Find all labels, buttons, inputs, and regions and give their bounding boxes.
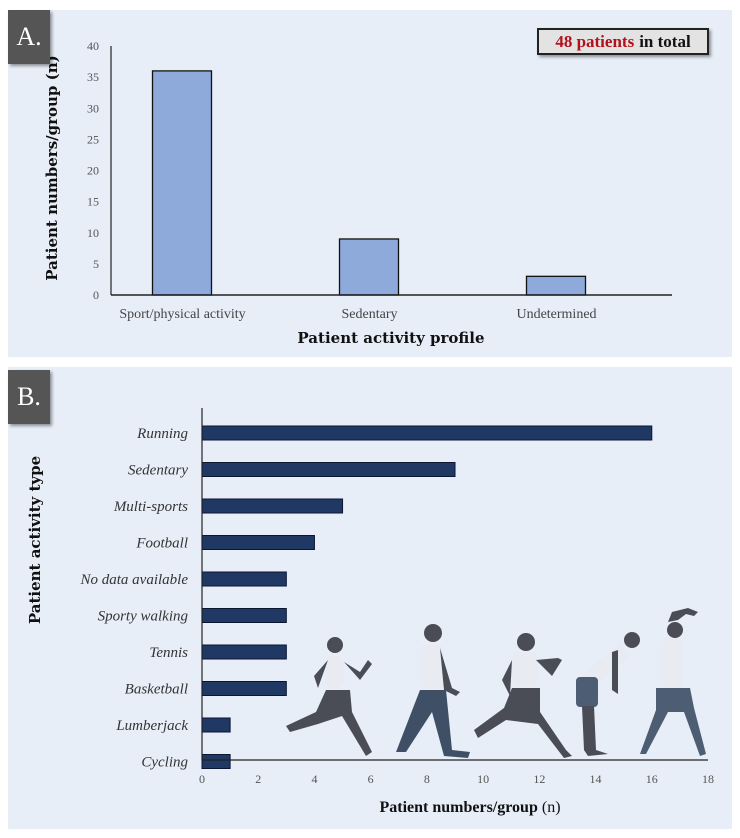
chart-b-xlabel: Patient numbers/group (n) <box>379 799 560 816</box>
chart-b-category-label: Football <box>135 536 188 552</box>
stretching-woman-silhouette <box>640 608 706 756</box>
chart-b-category-label: No data available <box>80 572 189 588</box>
chart-b-xtick-label: 14 <box>590 772 602 786</box>
chart-a-category-label: Undetermined <box>516 307 596 322</box>
panel-a <box>8 10 732 357</box>
chart-b-xtick-label: 10 <box>477 772 489 786</box>
chart-b-bar <box>201 498 344 514</box>
chart-b-category-label: Basketball <box>125 682 188 698</box>
chart-b-category-label: Running <box>136 426 188 442</box>
chart-a-bar <box>338 238 400 296</box>
chart-b-bar <box>201 754 231 769</box>
chart-b-bar <box>201 425 653 441</box>
chart-b-xtick-label: 18 <box>702 772 714 786</box>
chart-b-bar <box>201 462 456 477</box>
chart-a-ytick-label: 5 <box>93 257 99 271</box>
chart-b-bar <box>201 644 287 660</box>
chart-b-xtick-label: 6 <box>368 772 374 786</box>
chart-b-xtick-label: 0 <box>199 772 205 786</box>
chart-a-category-label: Sedentary <box>342 307 398 322</box>
chart-b-xtick-label: 8 <box>424 772 430 786</box>
chart-b-category-label: Sedentary <box>128 463 188 479</box>
chart-a-ytick-label: 35 <box>87 70 99 84</box>
chart-b-xtick-label: 16 <box>646 772 658 786</box>
chart-a-ytick-label: 25 <box>87 132 99 146</box>
chart-a-ytick-label: 15 <box>87 195 99 209</box>
chart-b-xlabel-unit: (n) <box>542 799 561 816</box>
activity-silhouettes <box>286 608 706 758</box>
chart-a-ytick-label: 30 <box>87 101 99 115</box>
chart-b-ylabel: Patient activity type <box>26 456 44 624</box>
chart-b-category-label: Lumberjack <box>115 718 188 734</box>
chart-b-xtick-label: 12 <box>533 772 545 786</box>
chart-b-bar <box>201 717 231 733</box>
runner-woman-silhouette <box>286 637 372 756</box>
chart-a-bar <box>151 70 213 296</box>
chart-b-bar <box>201 571 287 587</box>
total-patients-box: 48 patients in total <box>537 28 709 55</box>
panel-b-label: B. <box>8 370 50 424</box>
runner-man-silhouette <box>474 633 572 758</box>
bending-man-silhouette <box>576 632 640 756</box>
chart-b-category-label: Tennis <box>149 645 188 661</box>
total-patients-count: 48 patients <box>555 31 635 51</box>
chart-b-xtick-label: 2 <box>255 772 261 786</box>
chart-a-xlabel: Patient activity profile <box>297 329 484 347</box>
chart-a-ylabel: Patient numbers/group (n) <box>43 55 61 280</box>
chart-b-xtick-label: 4 <box>311 772 317 786</box>
chart-b-bar <box>201 535 315 550</box>
chart-b-xlabel-main: Patient numbers/group <box>379 799 537 816</box>
chart-a-category-label: Sport/physical activity <box>119 307 245 322</box>
chart-b-category-label: Multi-sports <box>113 499 188 515</box>
chart-a: Patient numbers/group (n) Patient activi… <box>43 39 672 347</box>
chart-a-ytick-label: 10 <box>87 226 99 240</box>
walking-man-silhouette <box>396 624 470 758</box>
chart-b-category-label: Sporty walking <box>98 609 189 625</box>
chart-a-ytick-label: 20 <box>87 164 99 178</box>
panel-a-label: A. <box>8 10 50 64</box>
total-patients-suffix: in total <box>639 31 691 51</box>
chart-a-ytick-label: 40 <box>87 39 99 53</box>
chart-b-bar <box>201 681 287 696</box>
chart-b-bar <box>201 608 287 623</box>
chart-a-ytick-label: 0 <box>93 288 99 302</box>
chart-b-category-label: Cycling <box>141 755 188 771</box>
